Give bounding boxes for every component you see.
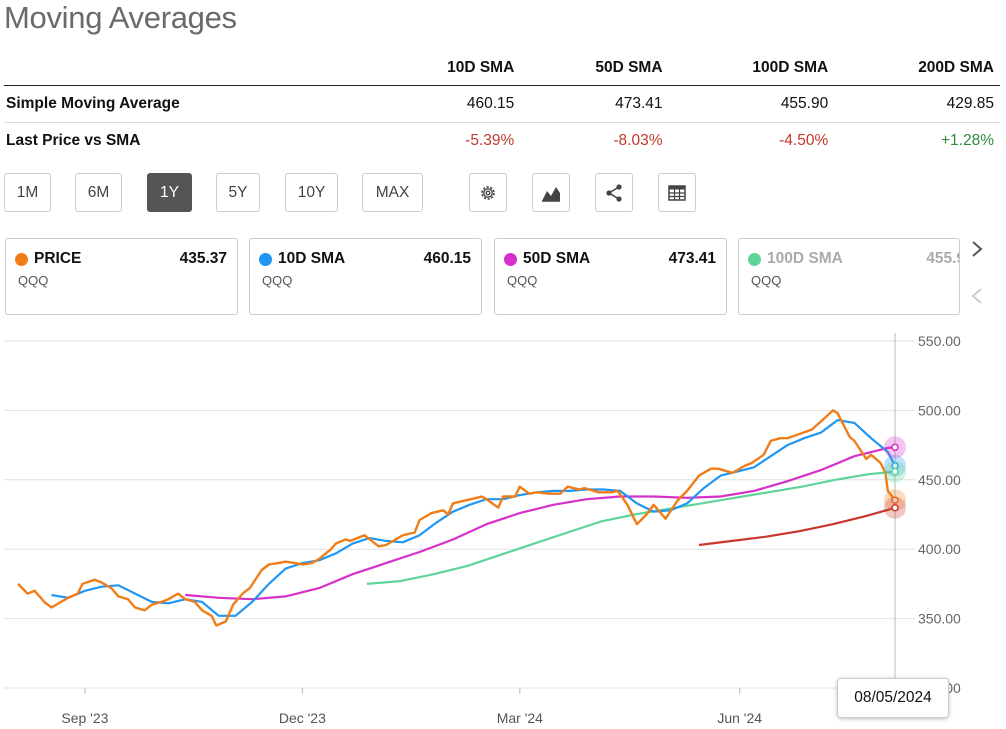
y-tick-label: 400.00 bbox=[918, 541, 961, 557]
table-row: Last Price vs SMA -5.39% -8.03% -4.50% +… bbox=[4, 122, 1000, 159]
chevron-left-icon bbox=[971, 288, 982, 304]
table-cell: 429.85 bbox=[834, 85, 1000, 123]
card-ticker: QQQ bbox=[507, 273, 538, 288]
series-color-dot bbox=[748, 253, 761, 266]
series-line-price bbox=[17, 409, 896, 627]
table-header: 200D SMA bbox=[834, 52, 1000, 86]
range-button-5y[interactable]: 5Y bbox=[216, 173, 260, 212]
series-line-50d-sma bbox=[185, 446, 896, 601]
page-title: Moving Averages bbox=[4, 0, 237, 35]
share-button[interactable] bbox=[595, 173, 633, 212]
table-header: 100D SMA bbox=[668, 52, 835, 86]
range-button-10y[interactable]: 10Y bbox=[285, 173, 338, 212]
series-color-dot bbox=[504, 253, 517, 266]
card-series-name: 100D SMA bbox=[767, 250, 843, 267]
range-button-6m[interactable]: 6M bbox=[75, 173, 122, 212]
y-tick-label: 450.00 bbox=[918, 472, 961, 488]
card-series-value: 460.15 bbox=[423, 250, 471, 267]
row-label: Simple Moving Average bbox=[4, 85, 373, 123]
range-button-1m[interactable]: 1M bbox=[4, 173, 51, 212]
card-ticker: QQQ bbox=[262, 273, 293, 288]
table-cell: 455.90 bbox=[668, 85, 835, 123]
series-color-dot bbox=[259, 253, 272, 266]
chevron-right-icon bbox=[972, 241, 983, 257]
table-header: 50D SMA bbox=[520, 52, 669, 86]
table-cell: -4.50% bbox=[779, 131, 829, 149]
series-line-200d-sma bbox=[698, 506, 896, 547]
gear-icon bbox=[481, 185, 495, 200]
table-cell: -8.03% bbox=[613, 131, 663, 149]
card-series-value: 435.37 bbox=[179, 250, 227, 267]
card-series-name: PRICE bbox=[34, 250, 82, 267]
y-tick-label: 500.00 bbox=[918, 402, 961, 418]
x-tick-label: Jun '24 bbox=[717, 710, 762, 726]
moving-averages-chart[interactable]: 550.00500.00450.00400.00350.00300.00Sep … bbox=[0, 318, 1006, 729]
y-tick-label: 350.00 bbox=[918, 611, 961, 627]
share-icon bbox=[606, 183, 622, 202]
card-ticker: QQQ bbox=[18, 273, 49, 288]
series-end-50d-sma-marker bbox=[891, 443, 899, 452]
card-ticker: QQQ bbox=[751, 273, 782, 288]
card-series-name: 50D SMA bbox=[523, 250, 591, 267]
range-button-1y[interactable]: 1Y bbox=[147, 173, 192, 212]
y-tick-label: 550.00 bbox=[918, 333, 961, 349]
card-series-name: 10D SMA bbox=[278, 250, 346, 267]
date-tooltip: 08/05/2024 bbox=[837, 678, 949, 718]
table-header: 10D SMA bbox=[372, 52, 521, 86]
table-cell: -5.39% bbox=[465, 131, 515, 149]
table-header bbox=[4, 52, 373, 86]
legend-card-10d-sma[interactable]: 10D SMA 460.15 QQQ bbox=[249, 238, 482, 315]
series-line-100d-sma bbox=[366, 470, 896, 585]
series-end-price-marker bbox=[891, 496, 899, 504]
range-button-max[interactable]: MAX bbox=[362, 173, 423, 212]
x-tick-label: Dec '23 bbox=[279, 710, 326, 726]
row-label: Last Price vs SMA bbox=[6, 131, 141, 149]
sma-table: 10D SMA 50D SMA 100D SMA 200D SMA Simple… bbox=[4, 52, 1000, 159]
series-end-100d-sma-marker bbox=[891, 467, 899, 476]
table-cell: 473.41 bbox=[520, 85, 669, 123]
chart-type-icon bbox=[542, 186, 560, 202]
series-line-10d-sma bbox=[51, 419, 896, 617]
next-cards-button[interactable] bbox=[966, 238, 988, 260]
table-icon bbox=[668, 184, 686, 201]
table-row: Simple Moving Average 460.15 473.41 455.… bbox=[4, 85, 1000, 123]
card-series-value: 473.41 bbox=[668, 250, 716, 267]
series-color-dot bbox=[15, 253, 28, 266]
table-view-button[interactable] bbox=[658, 173, 696, 212]
legend-card-100d-sma[interactable]: 100D SMA 455.9 QQQ bbox=[738, 238, 960, 315]
card-series-value: 455.9 bbox=[926, 250, 959, 267]
prev-cards-button[interactable] bbox=[966, 285, 988, 307]
x-tick-label: Mar '24 bbox=[497, 710, 543, 726]
series-end-200d-sma-marker bbox=[891, 504, 899, 512]
table-cell: 460.15 bbox=[372, 85, 521, 123]
x-tick-label: Sep '23 bbox=[61, 710, 108, 726]
settings-button[interactable] bbox=[469, 173, 507, 212]
legend-card-50d-sma[interactable]: 50D SMA 473.41 QQQ bbox=[494, 238, 727, 315]
legend-card-price[interactable]: PRICE 435.37 QQQ bbox=[5, 238, 238, 315]
table-cell: +1.28% bbox=[940, 131, 994, 149]
chart-type-button[interactable] bbox=[532, 173, 570, 212]
